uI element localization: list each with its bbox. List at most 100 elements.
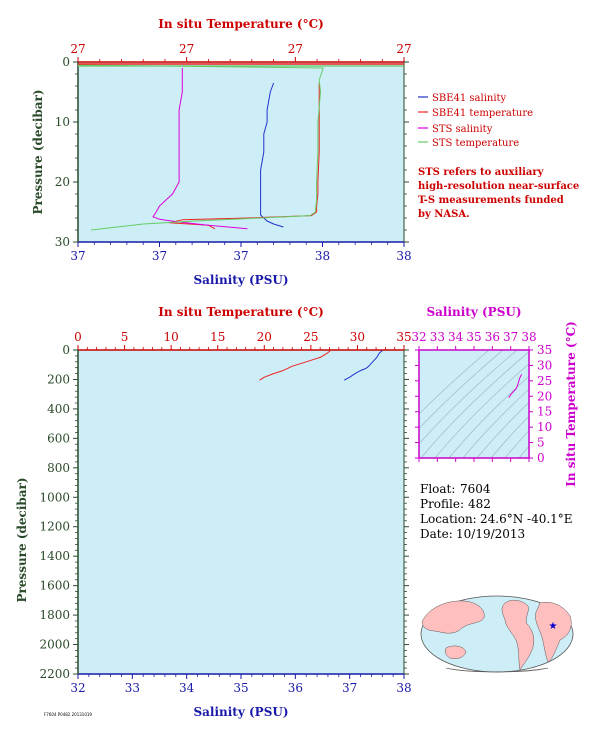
- near-surface-salinity-tick-label: 37: [233, 249, 248, 263]
- density-contour: [419, 350, 504, 430]
- full-profile-pressure-tick-label: 1600: [39, 579, 70, 593]
- t-s-inset-temperature-tick-label: 5: [537, 436, 545, 450]
- near-surface-sts-salinity-line: [152, 68, 248, 230]
- float-info: Float: 7604 Profile: 482 Location: 24.6°…: [420, 482, 573, 541]
- t-s-inset-curve: [508, 374, 523, 399]
- map-land-asia-west: [421, 600, 485, 634]
- date-value: 10/19/2013: [456, 527, 525, 541]
- near-surface-salinity-tick-label: 38: [315, 249, 330, 263]
- t-s-inset-temperature-tick-label: 20: [537, 389, 552, 403]
- full-profile-salinity-axis-title: Salinity (PSU): [193, 705, 288, 719]
- full-profile-temperature-tick-label: 10: [164, 330, 179, 344]
- density-contour: [504, 430, 529, 458]
- full-profile-salinity-tick-label: 35: [233, 681, 248, 695]
- near-surface-panel: In situ Temperature (°C) Salinity (PSU) …: [31, 17, 412, 287]
- density-contour: [419, 350, 518, 445]
- near-surface-pressure-tick-label: 30: [55, 235, 70, 249]
- near-surface-pressure-axis-title: Pressure (decibar): [31, 89, 45, 214]
- near-surface-pressure-tick-label: 10: [55, 115, 70, 129]
- full-profile-temperature-tick-label: 0: [74, 330, 82, 344]
- full-profile-pressure-tick-label: 1400: [39, 549, 70, 563]
- float-value: 7604: [460, 482, 491, 496]
- legend-label-sts-temperature: STS temperature: [432, 138, 519, 149]
- density-contour: [419, 350, 490, 415]
- full-profile-series: [259, 350, 383, 381]
- full-profile-pressure-tick-label: 400: [47, 402, 70, 416]
- legend-label-sts-salinity: STS salinity: [432, 124, 493, 135]
- near-surface-temperature-tick-label: 27: [396, 42, 411, 56]
- t-s-inset-salinity-tick-label: 32: [411, 330, 426, 344]
- density-contour: [462, 388, 529, 458]
- t-s-inset-salinity-tick-label: 34: [448, 330, 464, 344]
- full-profile-panel: In situ Temperature (°C) Salinity (PSU) …: [15, 305, 412, 719]
- full-profile-salinity-tick-label: 36: [288, 681, 303, 695]
- full-profile-pressure-tick-label: 0: [62, 343, 70, 357]
- sts-note-line-3: T-S measurements funded: [418, 195, 564, 206]
- full-profile-temperature-tick-label: 5: [121, 330, 129, 344]
- full-profile-temperature-tick-label: 30: [350, 330, 365, 344]
- near-surface-sbe41-salinity-line: [260, 82, 284, 228]
- density-contour: [476, 401, 529, 458]
- full-profile-pressure-axis-title: Pressure (decibar): [15, 477, 29, 602]
- footer-id-text: F7604 P0482 20131019: [44, 712, 92, 717]
- legend: SBE41 salinity SBE41 temperature STS sal…: [418, 93, 533, 149]
- profile-value: 482: [468, 497, 491, 511]
- full-profile-pressure-tick-label: 200: [47, 372, 70, 386]
- t-s-inset-temperature-tick-label: 25: [537, 374, 552, 388]
- full-profile-pressure-tick-label: 1800: [39, 608, 70, 622]
- location-label: Location:: [420, 512, 477, 526]
- t-s-inset-salinity-tick-label: 33: [430, 330, 445, 344]
- full-profile-salinity-tick-label: 37: [342, 681, 357, 695]
- t-s-inset-panel: Salinity (PSU) In situ Temperature (°C) …: [411, 305, 578, 487]
- full-profile-salinity-tick-label: 34: [179, 681, 195, 695]
- full-profile-temperature-tick-label: 35: [396, 330, 411, 344]
- near-surface-salinity-tick-label: 37: [70, 249, 85, 263]
- t-s-inset-salinity-tick-label: 37: [503, 330, 518, 344]
- float-location-marker: ★: [549, 621, 558, 632]
- full-profile-salinity-tick-label: 32: [70, 681, 85, 695]
- legend-label-sbe41-salinity: SBE41 salinity: [432, 93, 507, 104]
- near-surface-temperature-tick-label: 27: [288, 42, 303, 56]
- full-profile-pressure-tick-label: 1000: [39, 490, 70, 504]
- t-s-inset-plot-area: [419, 350, 529, 458]
- near-surface-pressure-tick-label: 0: [62, 55, 70, 69]
- map-land-antarctica: [445, 667, 549, 673]
- near-surface-temperature-axis-title: In situ Temperature (°C): [158, 17, 324, 31]
- near-surface-temperature-tick-label: 27: [70, 42, 85, 56]
- full-profile-pressure-tick-label: 2200: [39, 667, 70, 681]
- date-label: Date:: [420, 527, 453, 541]
- near-surface-temperature-tick-label: 27: [179, 42, 194, 56]
- t-s-inset-temperature-tick-label: 15: [537, 405, 552, 419]
- t-s-inset-salinity-axis-title: Salinity (PSU): [426, 305, 521, 319]
- sts-note-line-2: high-resolution near-surface: [418, 181, 579, 192]
- near-surface-plot-area: [78, 62, 404, 242]
- full-profile-ticks: 32 33 34 35 36 37 38 0 5 10 15 20 25 30 35 0 200 400 600 80…: [39, 330, 411, 695]
- t-s-inset-salinity-tick-label: 35: [466, 330, 481, 344]
- map-land-americas: [501, 599, 535, 671]
- t-s-inset-temperature-axis-title: In situ Temperature (°C): [564, 321, 578, 487]
- near-surface-series: [77, 63, 404, 231]
- full-profile-pressure-tick-label: 2000: [39, 638, 70, 652]
- legend-label-sbe41-temperature: SBE41 temperature: [432, 108, 533, 119]
- sts-note-line-1: STS refers to auxiliary: [418, 167, 545, 178]
- t-s-inset-temperature-tick-label: 35: [537, 343, 552, 357]
- t-s-inset-temperature-tick-label: 30: [537, 358, 552, 372]
- full-profile-temperature-tick-label: 20: [257, 330, 272, 344]
- t-s-inset-series: [508, 374, 523, 399]
- full-profile-pressure-tick-label: 600: [47, 431, 70, 445]
- full-profile-pressure-tick-label: 800: [47, 461, 70, 475]
- map-land-eurasia-africa: [535, 602, 572, 663]
- near-surface-pressure-tick-label: 20: [55, 175, 70, 189]
- sts-note-line-4: by NASA.: [418, 209, 470, 220]
- float-label: Float:: [420, 482, 455, 496]
- near-surface-sts-temperature-line: [77, 64, 324, 231]
- t-s-inset-salinity-tick-label: 38: [521, 330, 536, 344]
- t-s-inset-salinity-tick-label: 36: [485, 330, 500, 344]
- full-profile-temperature-tick-label: 25: [303, 330, 318, 344]
- full-profile-salinity-tick-label: 38: [396, 681, 411, 695]
- map-land-australia: [444, 645, 467, 659]
- near-surface-salinity-tick-label: 37: [152, 249, 167, 263]
- full-profile-sbe41-temperature-line: [259, 350, 331, 381]
